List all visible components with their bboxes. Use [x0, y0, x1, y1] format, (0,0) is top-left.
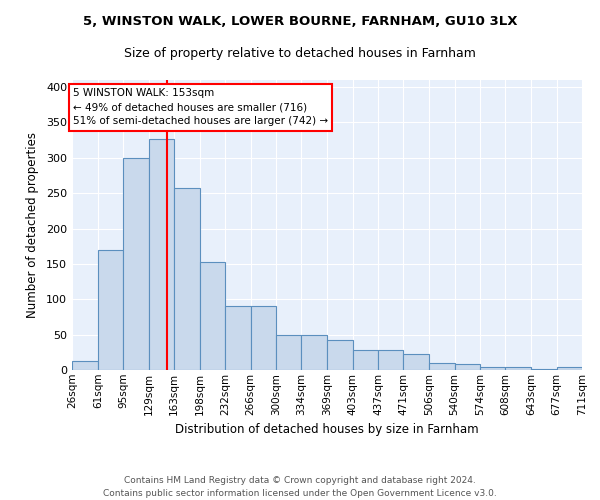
Bar	[378, 350, 403, 370]
Bar	[251, 306, 276, 370]
Bar	[505, 367, 532, 370]
Bar	[328, 340, 353, 370]
Bar	[480, 367, 505, 370]
Bar	[532, 368, 557, 370]
Bar	[226, 306, 251, 370]
Bar	[301, 334, 328, 370]
Bar	[72, 361, 98, 370]
Bar	[353, 350, 378, 370]
Text: 5, WINSTON WALK, LOWER BOURNE, FARNHAM, GU10 3LX: 5, WINSTON WALK, LOWER BOURNE, FARNHAM, …	[83, 15, 517, 28]
Bar	[200, 262, 226, 370]
Text: 5 WINSTON WALK: 153sqm
← 49% of detached houses are smaller (716)
51% of semi-de: 5 WINSTON WALK: 153sqm ← 49% of detached…	[73, 88, 328, 126]
Text: Contains HM Land Registry data © Crown copyright and database right 2024.
Contai: Contains HM Land Registry data © Crown c…	[103, 476, 497, 498]
Text: Size of property relative to detached houses in Farnham: Size of property relative to detached ho…	[124, 48, 476, 60]
Bar	[149, 138, 174, 370]
X-axis label: Distribution of detached houses by size in Farnham: Distribution of detached houses by size …	[175, 423, 479, 436]
Bar	[174, 188, 200, 370]
Bar	[124, 158, 149, 370]
Bar	[557, 367, 582, 370]
Bar	[403, 354, 430, 370]
Bar	[276, 334, 301, 370]
Y-axis label: Number of detached properties: Number of detached properties	[26, 132, 39, 318]
Bar	[430, 363, 455, 370]
Bar	[455, 364, 480, 370]
Bar	[98, 250, 124, 370]
